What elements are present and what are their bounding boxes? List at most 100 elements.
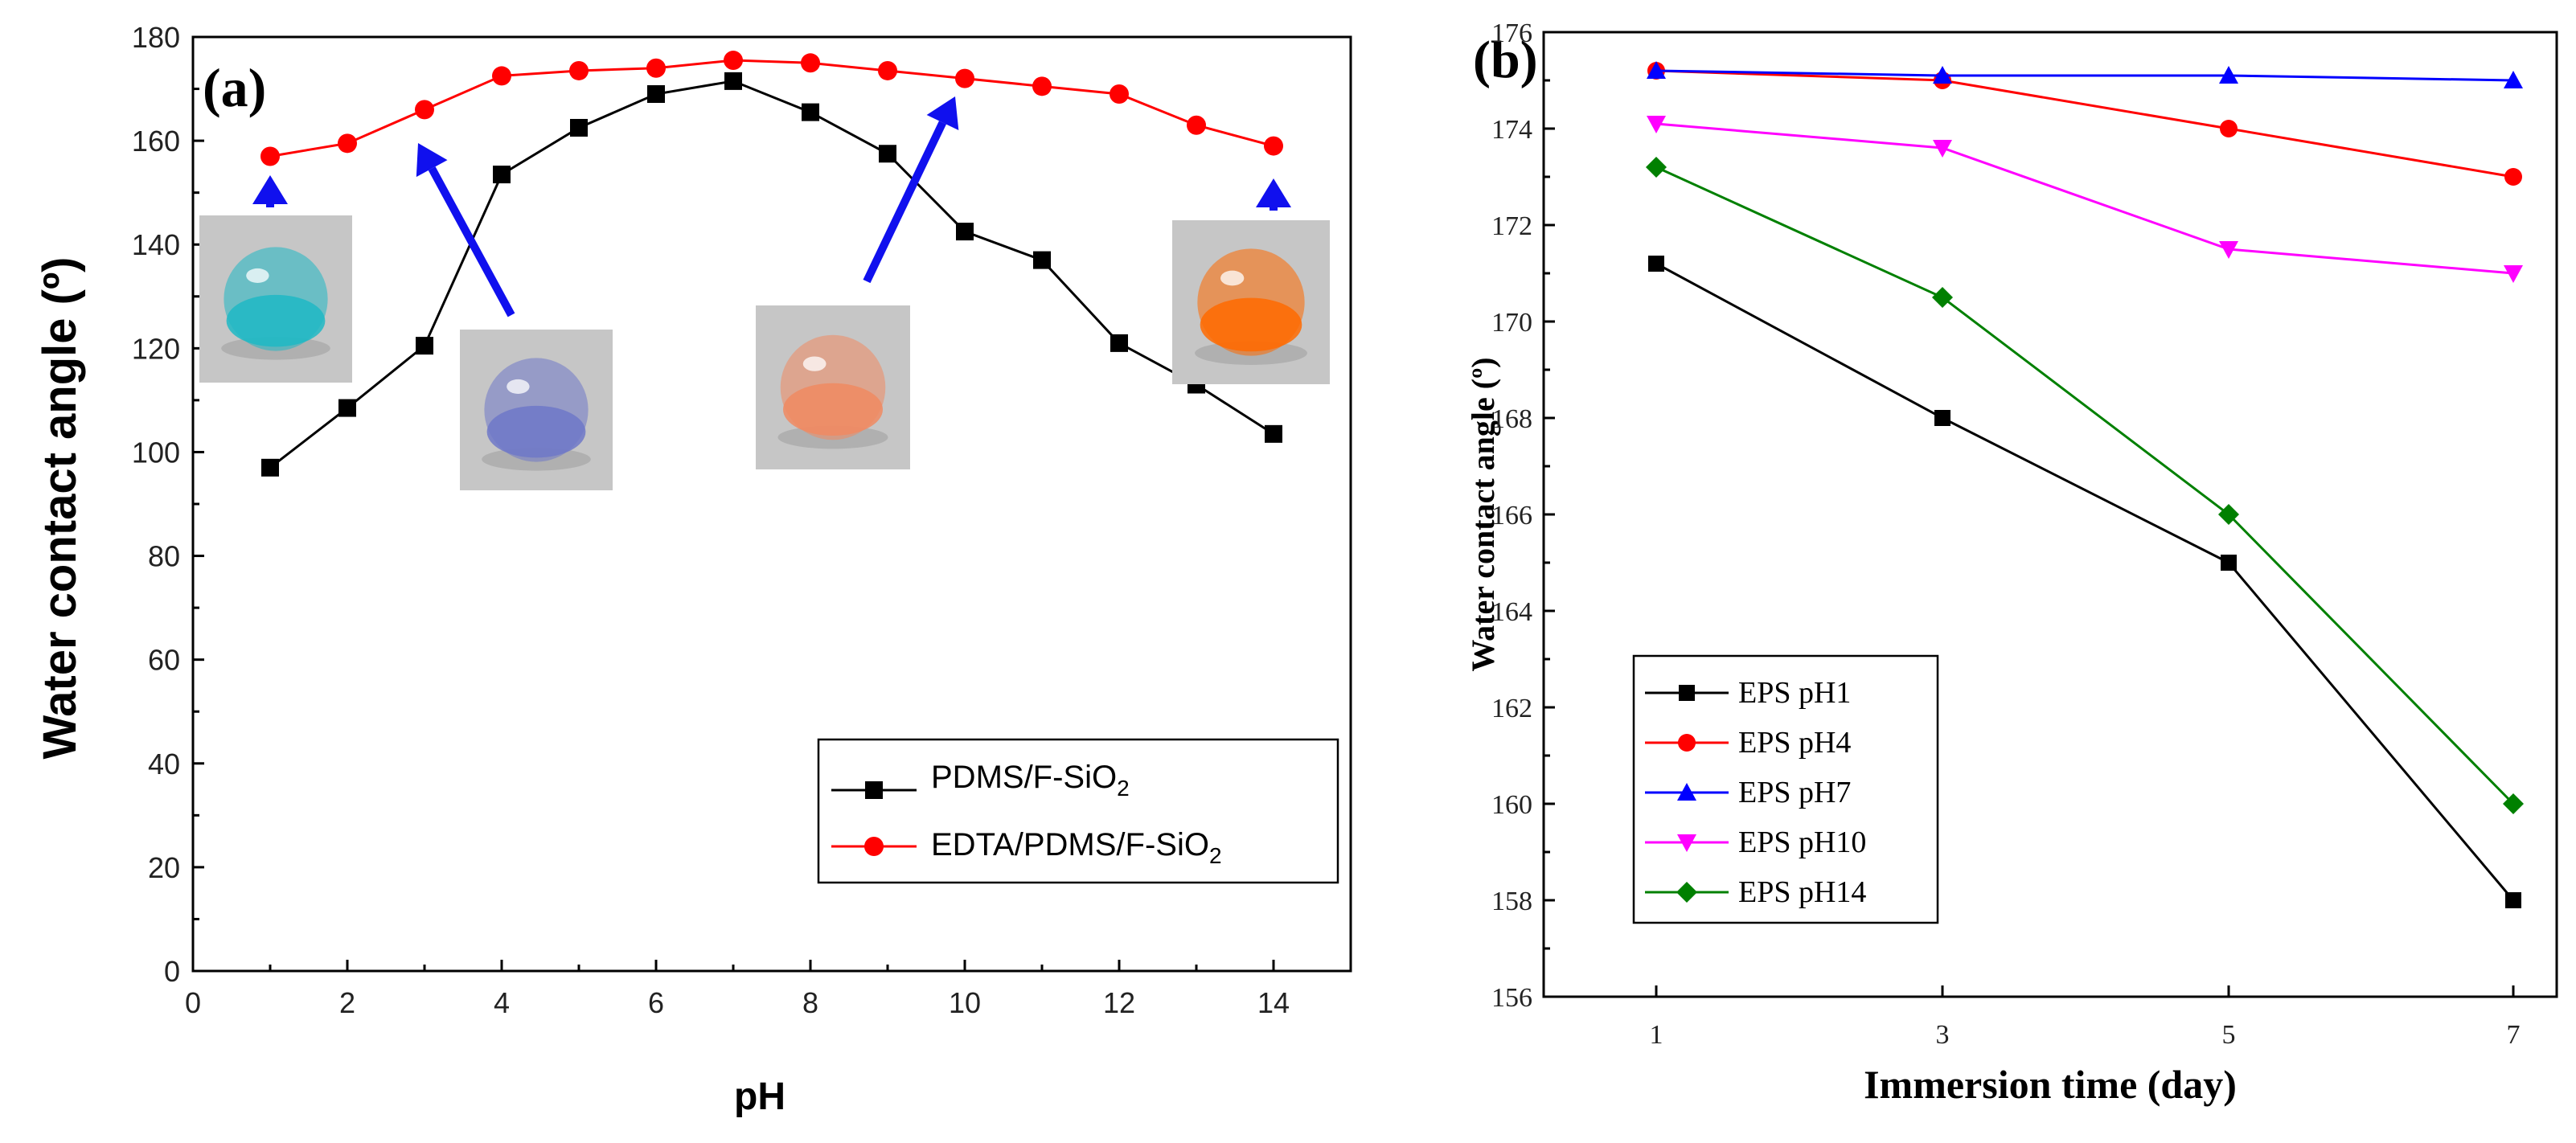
arrow-shaft [428, 166, 515, 318]
data-point [1187, 115, 1206, 135]
droplet-photo [199, 215, 352, 383]
data-point [2219, 241, 2238, 259]
chart-b-ytick-label: 156 [1491, 983, 1532, 1013]
data-point [2504, 71, 2523, 88]
data-point [1110, 84, 1129, 104]
legend-marker [1679, 685, 1695, 701]
chart-a-ytick-label: 180 [132, 21, 180, 54]
annotation-arrow [416, 143, 515, 318]
chart-a-xtick-label: 6 [648, 986, 664, 1019]
chart-b-panel-label: (b) [1473, 31, 1538, 89]
droplet-liquid [226, 294, 326, 347]
chart-b-series-line [1655, 166, 2515, 805]
data-point [338, 399, 356, 417]
chart-a-xtick-label: 12 [1103, 986, 1135, 1019]
chart-a-ytick-label: 80 [148, 540, 180, 573]
legend-marker [1678, 734, 1696, 752]
chart-b-ytick-label: 174 [1491, 115, 1532, 145]
chart-b-axes-ticks: 156 158 160 162 164 166 168 170 172 174 176 1 3 5 7 [1491, 18, 2521, 1050]
data-point [956, 223, 974, 241]
data-point [2219, 66, 2238, 84]
chart-a-xtick-label: 2 [339, 986, 355, 1019]
legend-marker [1676, 882, 1697, 903]
chart-a-panel-label: (a) [203, 57, 266, 118]
data-point [2504, 168, 2522, 186]
legend-label-pdms: PDMS/F-SiO2 [931, 760, 1130, 801]
chart-b-ytick-label: 164 [1491, 597, 1532, 627]
chart-a-ytick-label: 40 [148, 748, 180, 780]
data-point [492, 66, 511, 86]
chart-a-droplet-photos [199, 215, 1330, 490]
data-point [1648, 256, 1664, 272]
droplet-liquid [1200, 297, 1302, 352]
chart-b-series-eps-ph10 [1647, 116, 2523, 283]
droplet-photo [756, 305, 910, 469]
data-point [1933, 66, 1952, 84]
data-point [1647, 61, 1666, 79]
chart-a-ytick-label: 20 [148, 851, 180, 884]
droplet-photo [460, 330, 613, 490]
data-point [2504, 265, 2523, 283]
chart-a-series-edta [260, 51, 1283, 166]
chart-a-ytick-label: 140 [132, 228, 180, 261]
chart-a-legend-box [817, 738, 1339, 884]
data-point [570, 118, 588, 137]
annotation-arrow [252, 175, 288, 207]
data-point [338, 133, 357, 154]
droplet-liquid [486, 405, 586, 458]
data-point [1932, 287, 1953, 308]
legend-label-eps-ph14: EPS pH14 [1738, 875, 1866, 909]
data-point [646, 58, 666, 78]
data-point [1265, 424, 1282, 443]
legend-label-edta-main: EDTA/PDMS/F-SiO [931, 827, 1209, 862]
chart-b-series-line [1655, 262, 2515, 901]
data-point [569, 60, 589, 80]
legend-label-pdms-main: PDMS/F-SiO [931, 760, 1117, 795]
data-point [2503, 793, 2524, 814]
data-point [1032, 76, 1052, 96]
data-point [801, 53, 820, 73]
chart-b-ytick-label: 158 [1491, 887, 1532, 916]
chart-b-series-eps-ph4 [1647, 62, 2522, 186]
chart-b-xtick-label: 3 [1936, 1020, 1950, 1050]
chart-b-x-axis-label: Immersion time (day) [1864, 1062, 2237, 1107]
legend-symbol-edta [831, 837, 917, 856]
chart-b-series-eps-ph7 [1647, 61, 2523, 88]
droplet-highlight [246, 268, 269, 283]
droplet-liquid [782, 383, 884, 436]
legend-label-eps-ph7: EPS pH7 [1738, 776, 1851, 809]
chart-a: (a) Water contact angle (º) pH 020406080… [34, 21, 1352, 1118]
data-point [1933, 140, 1952, 158]
chart-a-xtick-label: 8 [802, 986, 818, 1019]
data-point [879, 145, 896, 163]
droplet-photo [1172, 220, 1330, 384]
chart-b-xtick-label: 1 [1650, 1020, 1663, 1050]
droplet-highlight [507, 379, 530, 394]
arrow-shaft [863, 121, 946, 284]
arrow-head [1256, 178, 1291, 207]
legend-label-eps-ph10: EPS pH10 [1738, 826, 1866, 859]
chart-a-legend: PDMS/F-SiO2 EDTA/PDMS/F-SiO2 [817, 738, 1339, 884]
annotation-arrow [1256, 178, 1291, 211]
legend-marker [864, 837, 884, 856]
chart-b-legend: EPS pH1 EPS pH4 EPS pH7 EPS pH10 EPS pH1… [1632, 654, 1939, 924]
chart-a-series-line [269, 80, 1274, 469]
chart-a-ytick-label: 60 [148, 644, 180, 677]
chart-a-xtick-label: 10 [949, 986, 981, 1019]
arrow-head [252, 175, 288, 204]
chart-a-arrows [252, 96, 1291, 318]
data-point [2505, 892, 2521, 908]
annotation-arrow [863, 96, 959, 284]
chart-b-ytick-label: 166 [1491, 501, 1532, 531]
data-point [1646, 157, 1667, 178]
chart-a-x-axis-label: pH [734, 1075, 786, 1118]
chart-b-ytick-label: 162 [1491, 694, 1532, 723]
data-point [261, 458, 279, 477]
chart-b-xtick-label: 5 [2222, 1020, 2236, 1050]
data-point [955, 68, 974, 88]
chart-a-ytick-label: 120 [132, 332, 180, 365]
droplet-highlight [802, 356, 827, 371]
chart-b-ytick-label: 172 [1491, 211, 1532, 241]
chart-b-ytick-label: 160 [1491, 790, 1532, 820]
